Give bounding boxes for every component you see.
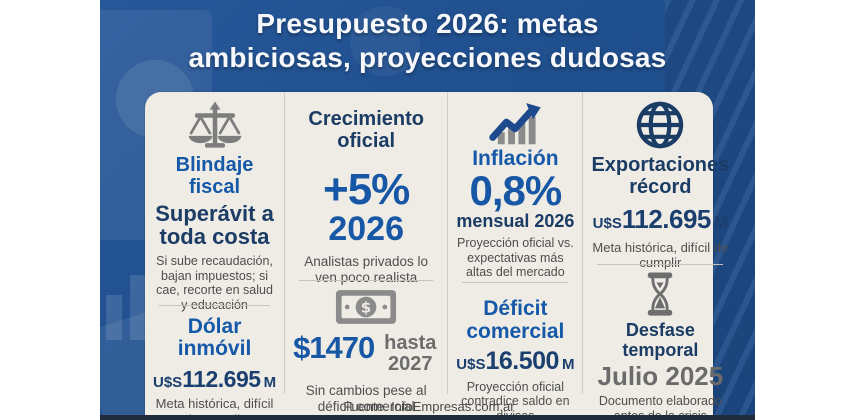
value-suffix: M [263,374,277,391]
cell-inflacion: Inflación 0,8% mensual 2026 Proyección o… [456,98,574,280]
cell-crecimiento-oficial: Crecimiento oficial +5% 2026 Analistas p… [293,98,439,285]
page-title: Presupuesto 2026: metas ambiciosas, proy… [100,7,755,75]
stat-description: Meta histórica, difícil de cumplir [592,240,729,270]
cell-dolar-1470: $ $1470 hasta 2027 Sin cambios pese al d… [293,287,439,415]
banknote-icon: $ [335,287,397,327]
cell-exportaciones-record: Exportaciones récord U$S112.695 M Meta hi… [591,98,730,270]
stat-title: Crecimiento oficial [308,108,424,152]
scales-icon [186,98,244,152]
globe-icon [633,98,687,152]
divider [462,281,569,283]
column-inflacion: Inflación 0,8% mensual 2026 Proyección o… [447,92,582,420]
currency-prefix: U$S [592,215,622,232]
stat-title: Dólar inmóvil [177,315,252,360]
stat-description: Sin cambios pese al déficit comercial [305,383,427,414]
divider [299,280,434,281]
stat-value-row: $1470 hasta 2027 [293,330,439,375]
divider [597,264,724,265]
value-suffix: M [713,213,729,232]
column-exportaciones: Exportaciones récord U$S112.695 M Meta hi… [582,92,737,420]
stat-description: Documento elaborado antes de la crisis c… [598,394,722,420]
cell-blindaje-fiscal: Blindaje fiscal Superávit a toda costa S… [153,98,276,312]
value-suffix: M [561,355,575,373]
divider [159,305,271,306]
value-number: 112.695 [182,366,261,392]
stat-description: Analistas privados lo ven poco realista [304,254,429,285]
price-qualifier: hasta 2027 [384,332,437,375]
svg-text:$: $ [361,299,371,317]
stat-big-year: 2026 [328,210,404,248]
stat-description: Proyección oficial vs. expectativas más … [457,236,574,279]
hourglass-icon [640,271,680,317]
currency-prefix: U$S [456,355,486,373]
blue-canvas: Presupuesto 2026: metas ambiciosas, proy… [100,0,755,420]
stats-card: Blindaje fiscal Superávit a toda costa S… [145,92,729,420]
value-number: 16.500 [485,346,559,375]
stat-subtitle: mensual 2026 [456,211,575,231]
cell-deficit-comercial: Déficit comercial U$S16.500 M Proyección … [456,289,574,420]
column-blindaje-fiscal: Blindaje fiscal Superávit a toda costa S… [145,92,284,420]
stat-description: Proyección oficial contradice saldo en d… [461,379,570,420]
stat-value: U$S112.695 M [593,204,728,235]
cell-desfase-temporal: Desfase temporal Julio 2025 Documento el… [591,271,729,420]
stat-title: Exportaciones récord [591,154,730,198]
stat-value: U$S112.695 M [153,366,276,393]
price-value: $1470 [293,330,375,365]
currency-prefix: U$S [153,374,183,391]
stat-title: Déficit comercial [466,296,565,343]
value-number: 112.695 [621,204,712,234]
stat-value: U$S16.500 M [456,347,574,376]
stat-big-value: +5% [323,165,410,214]
stat-big-value: Julio 2025 [597,361,724,391]
stat-title: Inflación [472,147,559,170]
stat-title: Blindaje fiscal [175,154,254,198]
stat-big-value: 0,8% [469,167,562,214]
stat-title: Desfase temporal [622,320,699,360]
page-title-line1: Presupuesto 2026: metas [256,8,599,39]
source-credit: Fuente. InfoEmpresas.com.ar [343,399,515,414]
column-crecimiento: Crecimiento oficial +5% 2026 Analistas p… [284,92,447,414]
stats-columns: Blindaje fiscal Superávit a toda costa S… [145,92,729,420]
page-title-line2: ambiciosas, proyecciones dudosas [188,42,667,73]
stat-description: Si sube recaudación, bajan impuestos; si… [156,254,273,312]
chart-up-icon [487,98,543,146]
bottom-strip [100,415,755,420]
stat-subtitle: Superávit a toda costa [155,201,274,249]
